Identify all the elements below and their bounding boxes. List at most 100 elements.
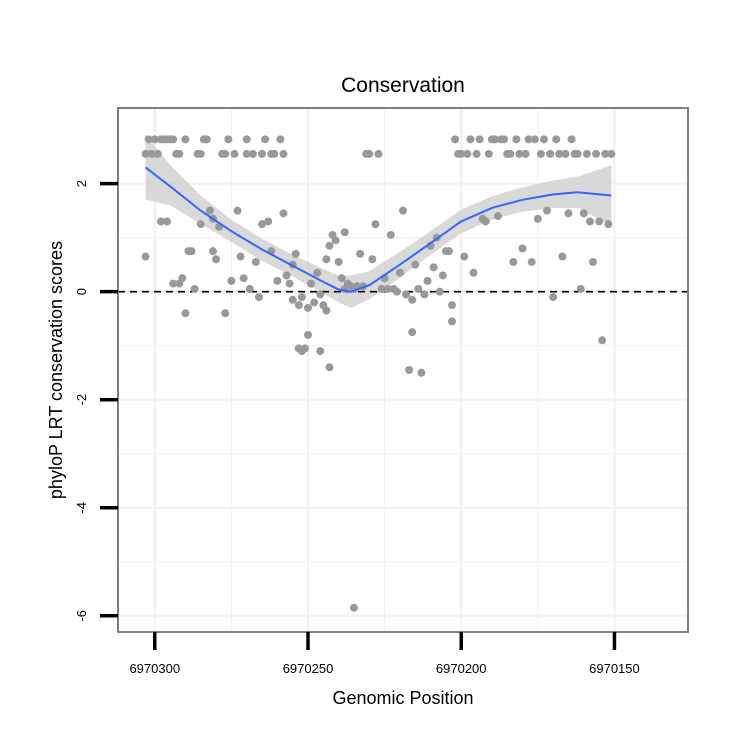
data-point <box>356 249 365 258</box>
data-point <box>325 241 334 250</box>
data-point <box>405 366 414 374</box>
data-point <box>549 293 558 302</box>
data-point <box>276 135 285 144</box>
data-point <box>337 274 346 283</box>
data-point <box>187 247 196 256</box>
x-tick-label: 6970250 <box>283 661 334 676</box>
data-point <box>595 217 604 226</box>
data-point <box>304 303 312 312</box>
data-point <box>365 149 374 158</box>
data-point <box>270 149 279 158</box>
data-point <box>316 290 325 299</box>
data-point <box>515 149 524 158</box>
data-point <box>279 149 288 158</box>
data-point <box>144 135 153 144</box>
data-point <box>141 149 150 158</box>
data-point <box>368 255 377 264</box>
data-point <box>291 249 300 258</box>
data-point <box>417 368 426 377</box>
data-point <box>242 135 251 144</box>
data-point <box>561 149 570 158</box>
data-point <box>386 230 395 239</box>
data-point <box>374 149 383 158</box>
data-point <box>494 212 502 221</box>
data-point <box>156 217 165 226</box>
data-point <box>181 135 190 144</box>
data-point <box>444 247 453 256</box>
data-point <box>196 220 205 229</box>
data-point <box>408 328 417 337</box>
data-point <box>604 220 613 229</box>
data-point <box>288 295 297 304</box>
data-point <box>300 344 309 353</box>
data-point <box>251 257 260 266</box>
data-point <box>230 149 239 158</box>
data-point <box>472 149 481 158</box>
y-tick-label: -2 <box>74 394 89 406</box>
data-point <box>448 317 457 326</box>
data-point <box>490 135 499 144</box>
data-point <box>564 209 573 218</box>
data-point <box>527 257 536 266</box>
data-point <box>175 149 184 158</box>
data-point <box>169 279 178 288</box>
data-point <box>150 135 159 144</box>
data-point <box>294 301 303 310</box>
data-point <box>579 209 588 218</box>
data-point <box>552 135 561 144</box>
data-point <box>469 268 478 277</box>
data-point <box>316 347 325 356</box>
data-point <box>438 271 447 280</box>
data-point <box>411 260 420 269</box>
data-point <box>402 290 411 299</box>
data-point <box>448 301 457 310</box>
data-point <box>377 284 386 293</box>
y-tick-label: -6 <box>74 610 89 622</box>
data-point <box>224 135 233 144</box>
y-tick-label: 2 <box>74 180 89 187</box>
data-point <box>227 276 236 285</box>
data-point <box>567 135 576 144</box>
data-point <box>429 263 438 272</box>
data-point <box>460 252 469 261</box>
data-point <box>141 252 150 261</box>
data-point <box>576 284 585 293</box>
data-point <box>258 149 267 158</box>
data-point <box>506 149 515 158</box>
data-point <box>518 244 527 253</box>
x-axis-label: Genomic Position <box>332 688 473 708</box>
data-point <box>484 149 493 158</box>
data-point <box>598 336 607 345</box>
data-point <box>536 149 545 158</box>
data-point <box>248 149 257 158</box>
data-point <box>582 149 591 158</box>
x-axis: 6970300 6970250 6970200 6970150 <box>129 632 640 676</box>
y-tick-label: -4 <box>74 502 89 514</box>
data-point <box>242 149 251 158</box>
data-point <box>395 268 404 277</box>
data-point <box>322 255 331 264</box>
data-point <box>530 135 539 144</box>
x-tick-label: 6970200 <box>436 661 487 676</box>
data-point <box>451 135 460 144</box>
data-point <box>279 209 288 218</box>
data-point <box>261 135 270 144</box>
data-point <box>307 279 316 288</box>
data-point <box>524 135 533 144</box>
data-point <box>285 279 294 288</box>
x-tick-label: 6970150 <box>589 661 640 676</box>
data-point <box>592 149 601 158</box>
data-point <box>233 206 242 215</box>
data-point <box>254 293 263 302</box>
data-point <box>371 220 380 229</box>
plot-border <box>117 107 689 633</box>
data-point <box>313 268 322 277</box>
data-point <box>420 290 429 299</box>
data-point <box>264 217 273 226</box>
data-point <box>221 149 230 158</box>
data-point <box>297 293 306 302</box>
data-point <box>481 217 490 226</box>
data-point <box>163 217 172 226</box>
data-point <box>399 206 407 215</box>
data-point <box>383 284 392 293</box>
